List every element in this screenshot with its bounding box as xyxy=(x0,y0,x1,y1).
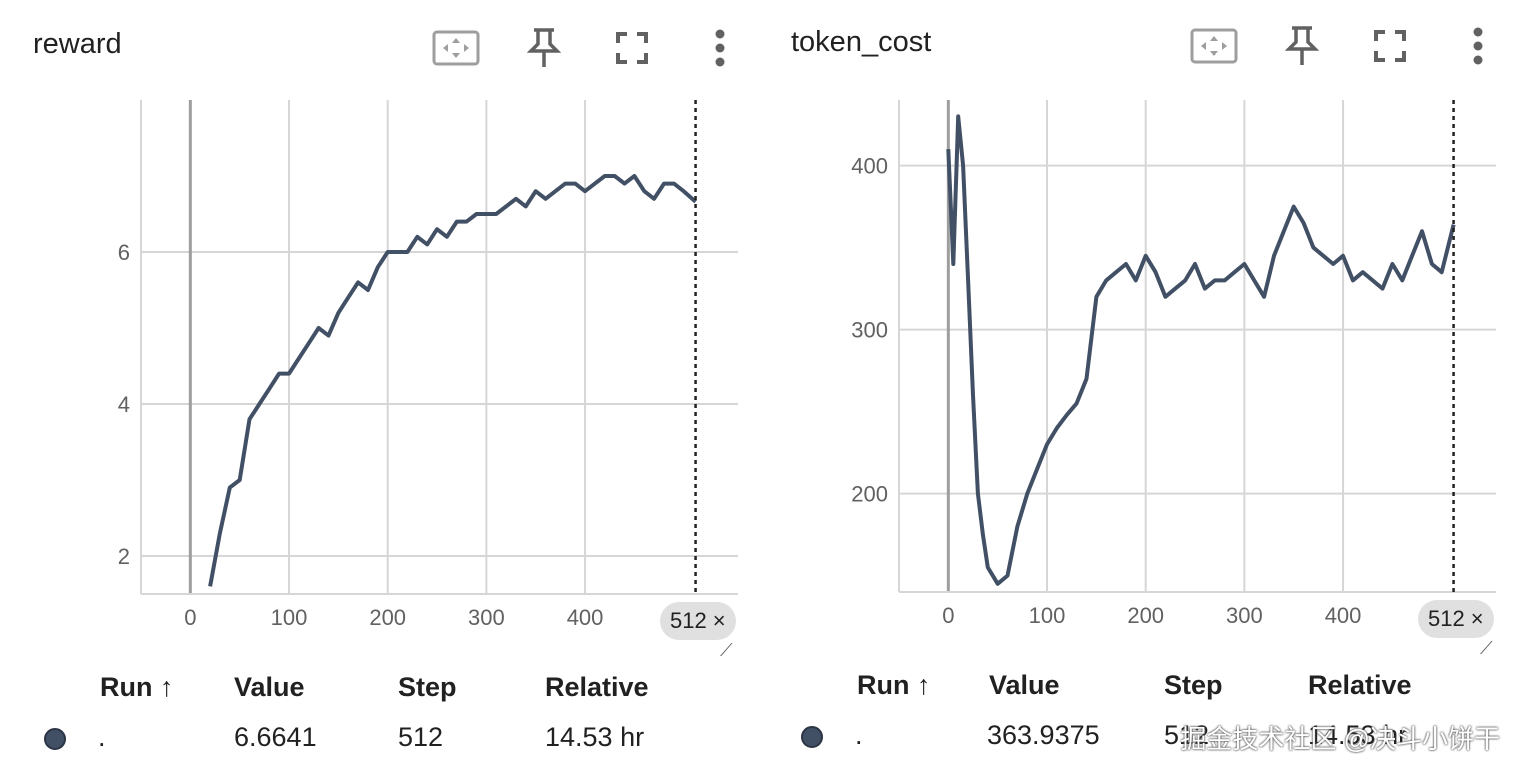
run-value: 363.9375 xyxy=(987,720,1100,750)
y-tick-label: 400 xyxy=(851,154,888,179)
y-tick-label: 2 xyxy=(118,544,130,569)
token-cost-chart[interactable]: 200 300 400 0 100 200 300 400 xyxy=(758,0,1516,664)
more-vert-icon xyxy=(1473,27,1483,65)
close-icon[interactable]: × xyxy=(1470,606,1484,631)
fit-domain-button[interactable] xyxy=(432,24,480,72)
run-name: . xyxy=(98,722,106,752)
col-header-step[interactable]: Step xyxy=(1164,670,1223,700)
run-name: . xyxy=(855,720,863,750)
close-icon[interactable]: × xyxy=(712,608,726,633)
fullscreen-icon xyxy=(616,32,648,64)
chart-card-token-cost: token_cost 200 300 400 0 100 200 300 400 512 × xyxy=(758,0,1516,776)
x-tick-label: 100 xyxy=(271,605,308,630)
step-chip-label: 512 xyxy=(670,608,707,633)
col-header-run[interactable]: Run ↑ xyxy=(857,670,931,700)
col-header-value[interactable]: Value xyxy=(989,670,1060,700)
more-vert-icon xyxy=(715,29,725,67)
run-relative: 14.53 hr xyxy=(1308,720,1408,750)
watermark: 掘金技术社区 @决斗小饼干 xyxy=(1180,724,1500,754)
col-header-run[interactable]: Run ↑ xyxy=(100,672,174,702)
fit-domain-icon xyxy=(432,30,480,66)
resize-handle-icon[interactable]: ⟋ xyxy=(1480,638,1493,658)
y-tick-label: 300 xyxy=(851,318,888,343)
fullscreen-button[interactable] xyxy=(1366,22,1414,70)
step-chip-label: 512 xyxy=(1428,606,1465,631)
pin-icon xyxy=(527,28,561,67)
fullscreen-icon xyxy=(1374,30,1406,62)
resize-handle-icon[interactable]: ⟋ xyxy=(720,640,733,660)
fit-domain-icon xyxy=(1190,28,1238,64)
x-tick-label: 0 xyxy=(942,603,954,628)
x-tick-label: 300 xyxy=(1226,603,1263,628)
x-tick-label: 100 xyxy=(1029,603,1066,628)
x-tick-label: 400 xyxy=(567,605,604,630)
x-tick-label: 0 xyxy=(184,605,196,630)
chart-title: token_cost xyxy=(791,26,932,58)
y-tick-label: 4 xyxy=(118,392,130,417)
pin-button[interactable] xyxy=(1278,22,1326,70)
fit-domain-button[interactable] xyxy=(1190,22,1238,70)
run-value: 6.6641 xyxy=(234,722,317,752)
run-step: 512 xyxy=(398,722,444,752)
more-button[interactable] xyxy=(1454,22,1502,70)
fullscreen-button[interactable] xyxy=(608,24,656,72)
x-tick-label: 300 xyxy=(468,605,505,630)
run-relative: 14.53 hr xyxy=(545,722,645,752)
col-header-step[interactable]: Step xyxy=(398,672,457,702)
x-tick-label: 200 xyxy=(1127,603,1164,628)
reward-chart[interactable]: 2 4 6 0 100 200 300 400 xyxy=(0,0,758,664)
run-step: 512 xyxy=(1164,720,1210,750)
step-cursor-chip[interactable]: 512 × xyxy=(660,602,736,640)
chart-card-reward: reward 2 4 6 0 100 200 300 400 512 × ⟋ xyxy=(0,0,758,776)
y-tick-label: 200 xyxy=(851,482,888,507)
col-header-relative[interactable]: Relative xyxy=(545,672,649,702)
chart-toolbar xyxy=(432,24,744,72)
more-button[interactable] xyxy=(696,24,744,72)
run-color-swatch xyxy=(801,726,823,748)
col-header-value[interactable]: Value xyxy=(234,672,305,702)
y-tick-label: 6 xyxy=(118,240,130,265)
series-line xyxy=(946,114,1456,586)
x-tick-label: 200 xyxy=(369,605,406,630)
series-line xyxy=(208,174,697,587)
pin-button[interactable] xyxy=(520,24,568,72)
chart-toolbar xyxy=(1190,22,1502,70)
chart-title: reward xyxy=(33,28,122,60)
col-header-relative[interactable]: Relative xyxy=(1308,670,1412,700)
step-cursor-chip[interactable]: 512 × xyxy=(1418,600,1494,638)
pin-icon xyxy=(1285,26,1319,65)
x-tick-label: 400 xyxy=(1325,603,1362,628)
run-color-swatch xyxy=(44,728,66,750)
